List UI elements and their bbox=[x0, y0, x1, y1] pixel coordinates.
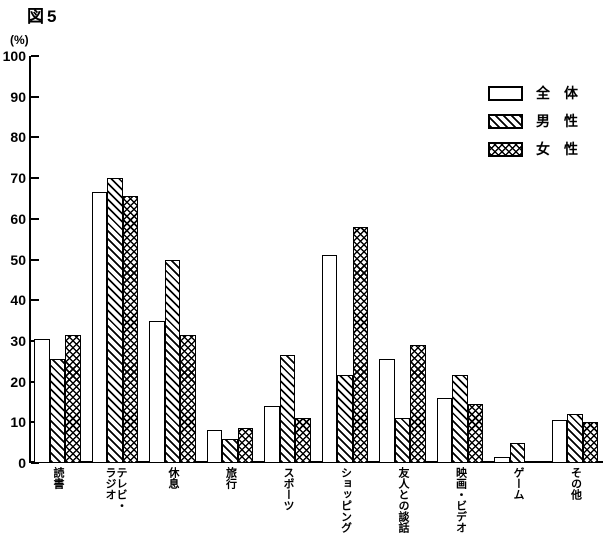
x-label-6: 友人との談話 bbox=[379, 467, 426, 533]
y-axis-tick-label-80: 80 bbox=[10, 129, 26, 146]
x-label-text-2: 休息 bbox=[167, 467, 179, 489]
y-axis-line bbox=[29, 56, 31, 463]
x-label-text-1: テレビ・ラジオ bbox=[104, 467, 127, 511]
bar-series1-cat9 bbox=[567, 414, 583, 463]
bar-series1-cat0 bbox=[49, 359, 65, 463]
figure-title: 図5 bbox=[27, 7, 60, 26]
legend: 全 体 男 性 女 性 bbox=[488, 85, 578, 170]
y-axis-tick-label-50: 50 bbox=[10, 251, 26, 268]
bar-series1-cat2 bbox=[164, 259, 180, 463]
legend-label-male: 男 性 bbox=[536, 113, 578, 129]
x-label-8: ゲーム bbox=[494, 467, 541, 500]
legend-swatch-total bbox=[488, 85, 523, 101]
bar-series0-cat5 bbox=[321, 255, 337, 463]
y-axis-tick-60 bbox=[31, 217, 39, 220]
x-label-text-5: ショッピング bbox=[339, 467, 352, 533]
x-label-2: 休息 bbox=[149, 467, 196, 489]
y-axis-tick-label-70: 70 bbox=[10, 170, 26, 187]
y-axis-tick-label-30: 30 bbox=[10, 332, 26, 349]
bar-series2-cat3 bbox=[237, 428, 253, 463]
y-axis-tick-80 bbox=[31, 136, 39, 139]
bar-series2-cat8 bbox=[525, 460, 541, 463]
y-axis-tick-90 bbox=[31, 95, 39, 98]
x-label-0: 読書 bbox=[34, 467, 81, 489]
bar-series2-cat4 bbox=[295, 418, 311, 463]
bar-series0-cat0 bbox=[34, 338, 50, 463]
bar-series0-cat6 bbox=[379, 359, 395, 463]
bar-series1-cat8 bbox=[509, 442, 525, 463]
bar-series1-cat4 bbox=[279, 355, 295, 463]
x-label-text-0: 読書 bbox=[52, 467, 64, 489]
y-axis-tick-label-20: 20 bbox=[10, 373, 26, 390]
bar-series0-cat4 bbox=[264, 406, 280, 463]
legend-swatch-male bbox=[488, 113, 523, 129]
x-label-4: スポーツ bbox=[264, 467, 311, 511]
y-axis-tick-label-40: 40 bbox=[10, 292, 26, 309]
legend-item-female: 女 性 bbox=[488, 141, 578, 157]
bar-series2-cat1 bbox=[122, 196, 138, 463]
bar-series1-cat5 bbox=[337, 375, 353, 463]
x-label-text-4: スポーツ bbox=[282, 467, 294, 511]
bar-series2-cat9 bbox=[582, 422, 598, 463]
x-label-text-7: 映画・ビデオ bbox=[454, 467, 467, 533]
legend-label-female: 女 性 bbox=[536, 141, 578, 157]
x-label-9: その他 bbox=[552, 467, 599, 500]
x-label-text-8: ゲーム bbox=[512, 467, 524, 500]
legend-swatch-female bbox=[488, 141, 523, 157]
x-axis-baseline bbox=[29, 461, 603, 463]
bar-series2-cat0 bbox=[65, 334, 81, 463]
bar-series0-cat7 bbox=[436, 397, 452, 463]
y-axis-tick-label-0: 0 bbox=[18, 455, 26, 471]
y-axis-unit-label: (%) bbox=[10, 33, 29, 47]
bar-series1-cat1 bbox=[107, 178, 123, 463]
x-label-7: 映画・ビデオ bbox=[437, 467, 484, 533]
y-axis-tick-50 bbox=[31, 258, 39, 261]
legend-label-total: 全 体 bbox=[536, 85, 578, 101]
x-label-1: テレビ・ラジオ bbox=[92, 467, 139, 517]
legend-item-male: 男 性 bbox=[488, 113, 578, 129]
x-label-text-9: その他 bbox=[569, 467, 582, 500]
bar-series2-cat2 bbox=[180, 334, 196, 463]
bar-series0-cat3 bbox=[206, 430, 222, 463]
bar-series0-cat9 bbox=[551, 420, 567, 463]
y-axis-tick-40 bbox=[31, 299, 39, 302]
legend-item-total: 全 体 bbox=[488, 85, 578, 101]
y-axis-tick-70 bbox=[31, 177, 39, 180]
x-label-text-3: 旅行 bbox=[224, 467, 237, 489]
x-label-5: ショッピング bbox=[322, 467, 369, 533]
bar-series2-cat6 bbox=[410, 344, 426, 463]
x-label-3: 旅行 bbox=[207, 467, 254, 489]
bar-series2-cat7 bbox=[467, 403, 483, 463]
bar-series0-cat8 bbox=[494, 456, 510, 463]
y-axis-tick-100 bbox=[31, 55, 39, 57]
y-axis-tick-label-10: 10 bbox=[10, 414, 26, 431]
y-axis-tick-label-90: 90 bbox=[10, 88, 26, 105]
y-axis-tick-label-60: 60 bbox=[10, 210, 26, 227]
bar-series1-cat3 bbox=[222, 438, 238, 463]
bar-series2-cat5 bbox=[352, 226, 368, 463]
bar-series0-cat2 bbox=[149, 320, 165, 463]
bar-series0-cat1 bbox=[91, 192, 107, 463]
y-axis-tick-label-100: 100 bbox=[2, 48, 26, 64]
x-label-text-6: 友人との談話 bbox=[397, 467, 409, 533]
y-axis-tick-0 bbox=[31, 462, 39, 464]
bar-series1-cat6 bbox=[394, 418, 410, 463]
bar-series1-cat7 bbox=[452, 375, 468, 463]
